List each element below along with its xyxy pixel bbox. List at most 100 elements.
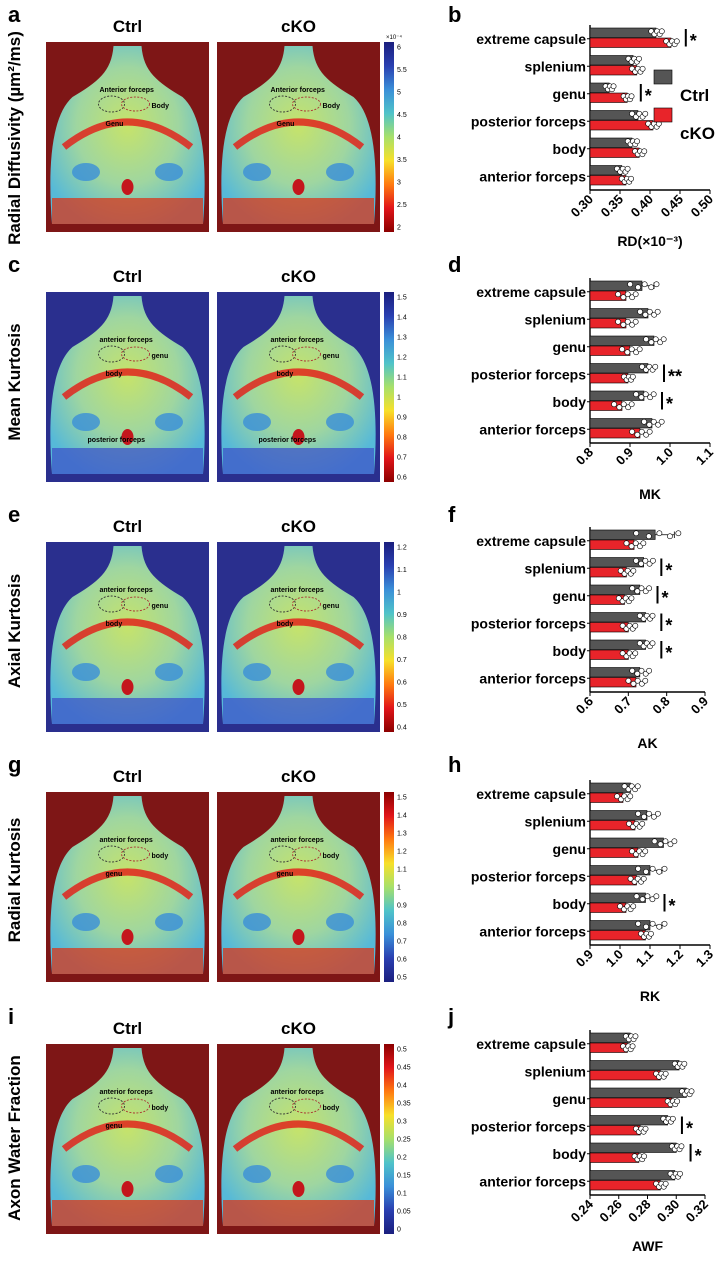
colorbar-tick-label: 0.25 [397, 1137, 411, 1144]
panel-letter-c: c [8, 252, 21, 277]
colorbar [384, 1044, 394, 1234]
colorbar-tick-label: 1.1 [397, 567, 407, 574]
posterior-band-cko [223, 198, 374, 224]
data-point [632, 291, 639, 298]
ventricle-patch-right [155, 663, 183, 681]
panel-letter-e: e [8, 502, 21, 527]
colorbar-tick-label: 5 [397, 90, 401, 97]
ventricle-patch-right [326, 663, 354, 681]
data-point [649, 920, 656, 927]
legend-label-ctrl: Ctrl [680, 86, 709, 105]
roi-outline-1 [269, 1097, 296, 1115]
map-title-cko: cKO [281, 17, 316, 36]
ventricle-patch-right [155, 1165, 183, 1183]
data-point [614, 793, 620, 800]
map-roi-label-cko: body [277, 371, 294, 378]
bar-ctrl [589, 1115, 668, 1126]
roi-outline-1 [269, 845, 296, 863]
data-point [630, 680, 637, 687]
colorbar-tick-label: 0.2 [397, 1155, 407, 1162]
x-tick-label: 1.2 [663, 947, 686, 970]
bar-cko [589, 1070, 661, 1081]
center-spot-cko [292, 1181, 305, 1197]
data-point [628, 175, 634, 182]
roi-outline-2 [121, 1098, 150, 1114]
significance-label: * [686, 1118, 693, 1138]
panel-letter-f: f [448, 502, 456, 527]
data-point [626, 820, 632, 827]
roi-outline-1 [98, 595, 125, 613]
colorbar-tick-label: 0.5 [397, 975, 407, 982]
colorbar-tick-label: 1.5 [397, 295, 407, 302]
data-point [629, 110, 635, 117]
x-axis-label: MK [639, 486, 661, 502]
bar-ctrl [589, 920, 651, 931]
data-point [658, 28, 665, 35]
map-title-cko: cKO [281, 267, 316, 286]
roi-outline-1 [98, 1097, 125, 1115]
legend: Ctrl cKO [653, 69, 715, 143]
data-point [650, 391, 657, 398]
colorbar-tick-label: 0.5 [397, 1047, 407, 1054]
colorbar-tick-label: 1.3 [397, 831, 407, 838]
colorbar [384, 42, 394, 232]
center-spot-ctrl [121, 929, 134, 945]
significance-label: * [690, 31, 697, 51]
posterior-band-ctrl [52, 448, 203, 474]
colorbar-tick-label: 1 [397, 395, 401, 402]
map-roi-label-cko: body [323, 1105, 340, 1112]
data-point [681, 1060, 688, 1067]
data-point [651, 813, 657, 820]
roi-outline-2 [292, 346, 321, 362]
category-label: splenium [525, 311, 586, 327]
data-point [632, 540, 639, 547]
category-label: extreme capsule [476, 1036, 586, 1052]
category-label: posterior forceps [471, 366, 586, 382]
x-axis-label: RK [640, 988, 660, 1004]
data-point [641, 281, 648, 288]
data-point [634, 783, 641, 790]
category-label: body [553, 896, 587, 912]
map-title-cko: cKO [281, 517, 316, 536]
corpus-callosum-cko [232, 618, 365, 650]
data-point [617, 903, 623, 910]
data-point [633, 893, 640, 900]
category-label: posterior forceps [471, 113, 586, 129]
data-point [662, 1180, 669, 1187]
data-point [654, 810, 661, 817]
colorbar-tick-label: 0.8 [397, 921, 407, 928]
corpus-callosum-cko [232, 1120, 365, 1152]
chart-j: extreme capsule splenium genu posterior for… [471, 1030, 711, 1252]
bar-cko [589, 1097, 673, 1108]
corpus-callosum-ctrl [61, 118, 194, 150]
map-title-ctrl: Ctrl [113, 267, 142, 286]
colorbar-tick-label: 0.9 [397, 612, 407, 619]
roi-outline-2 [121, 596, 150, 612]
colorbar-tick-label: 3.5 [397, 157, 407, 164]
ventricle-patch-left [72, 1165, 100, 1183]
data-point [629, 373, 636, 380]
colorbar-tick-label: 0.15 [397, 1173, 411, 1180]
posterior-band-ctrl [52, 198, 203, 224]
map-roi-label-cko: posterior forceps [259, 437, 317, 444]
category-label: body [553, 1146, 587, 1162]
panel-letter-g: g [8, 752, 22, 777]
x-tick-label: 0.7 [611, 694, 634, 717]
data-point [649, 865, 656, 872]
x-tick-label: 0.40 [628, 192, 657, 221]
data-point [629, 1043, 636, 1050]
colorbar-tick-label: 0.7 [397, 657, 407, 664]
x-tick-label: 0.6 [573, 694, 596, 717]
data-point [621, 783, 628, 790]
bar-cko [589, 120, 654, 131]
map-title-ctrl: Ctrl [113, 517, 142, 536]
data-point [636, 55, 642, 62]
colorbar-tick-label: 2 [397, 225, 401, 232]
posterior-band-ctrl [52, 698, 203, 724]
data-point [635, 284, 641, 291]
colorbar-tick-label: 0.45 [397, 1065, 411, 1072]
data-point [638, 394, 645, 401]
data-point [634, 431, 641, 438]
panel-letter-a: a [8, 2, 21, 27]
